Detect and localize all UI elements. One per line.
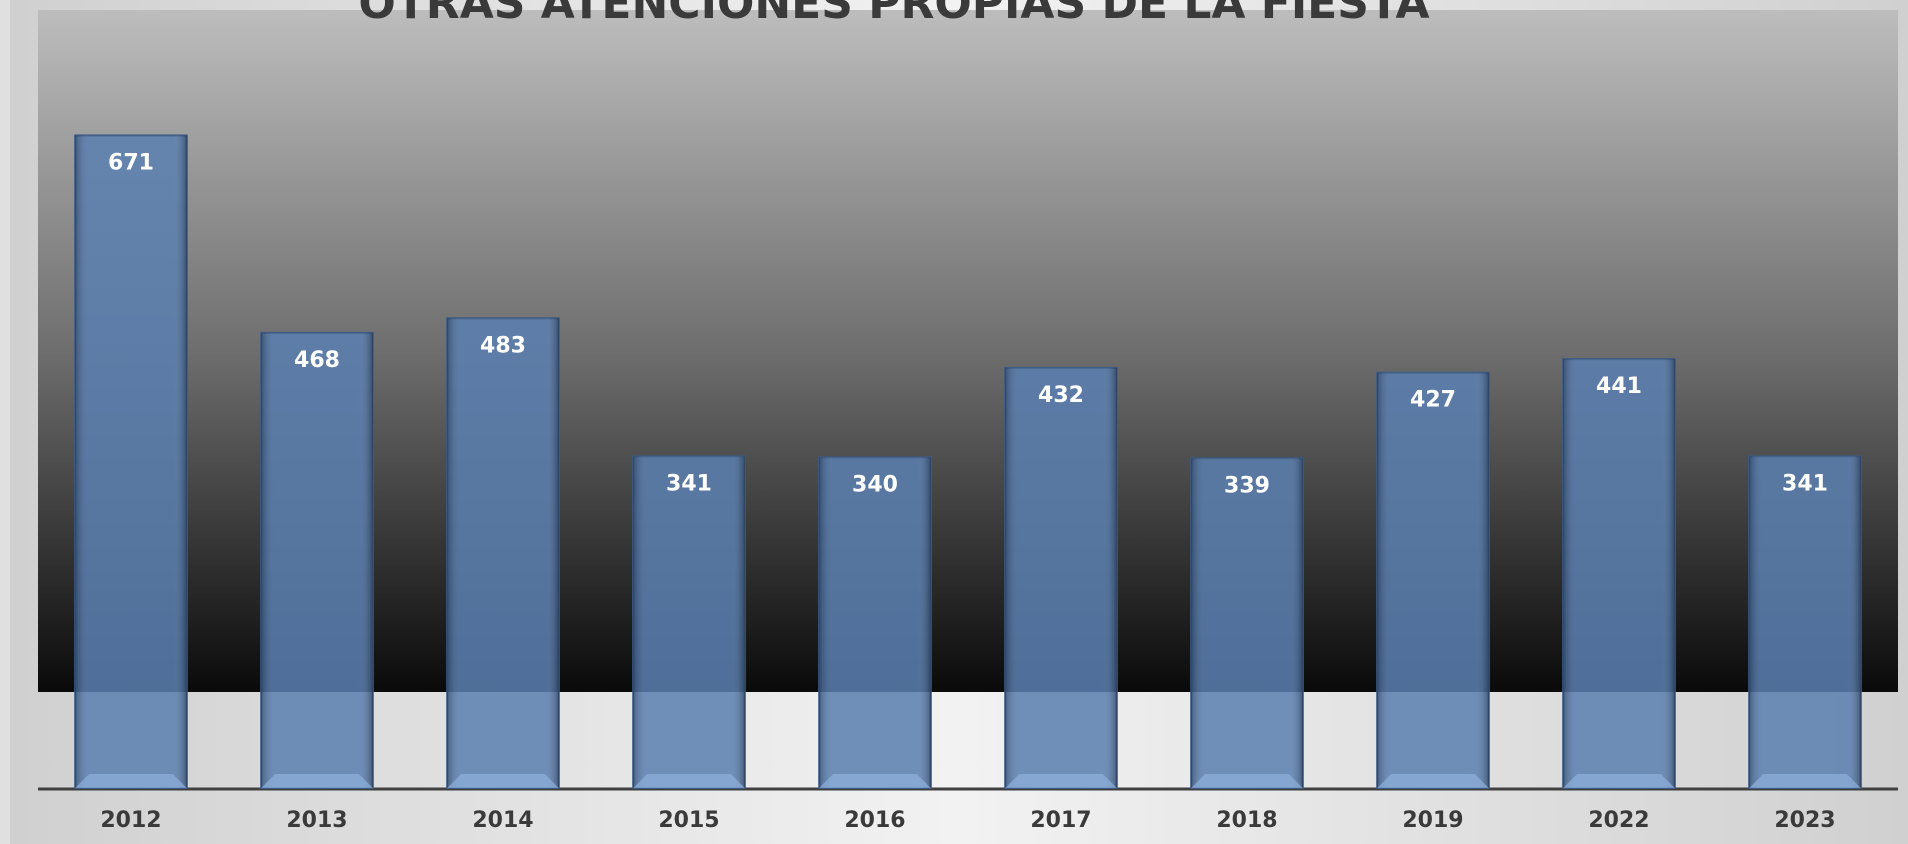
bar-shade [819, 457, 931, 788]
bar-bevel [447, 774, 559, 788]
bar-bevel [1191, 774, 1303, 788]
bar-bevel [1005, 774, 1117, 788]
bar-shade [1191, 458, 1303, 788]
bar-shade [1563, 359, 1675, 788]
bar-bevel [1749, 774, 1861, 788]
bar-shade [447, 318, 559, 788]
x-tick-label: 2022 [1588, 808, 1649, 833]
x-tick-label: 2015 [658, 808, 719, 833]
bar-bevel [633, 774, 745, 788]
chart-title: OTRAS ATENCIONES PROPIAS DE LA FIESTA [358, 0, 1429, 29]
x-tick-label: 2023 [1774, 808, 1835, 833]
data-label: 671 [108, 150, 154, 175]
bar-shade [1377, 372, 1489, 788]
x-tick-label: 2018 [1216, 808, 1277, 833]
x-tick-label: 2017 [1030, 808, 1091, 833]
data-label: 339 [1224, 473, 1270, 498]
bar-bevel [1563, 774, 1675, 788]
data-label: 432 [1038, 383, 1084, 408]
bar-shade [633, 456, 745, 788]
bar-bevel [75, 774, 187, 788]
x-tick-label: 2013 [286, 808, 347, 833]
data-label: 483 [480, 333, 526, 358]
bar-bevel [261, 774, 373, 788]
bar-shade [75, 135, 187, 788]
bar-shade [1749, 456, 1861, 788]
bar-bevel [819, 774, 931, 788]
x-tick-label: 2012 [100, 808, 161, 833]
data-label: 468 [294, 348, 340, 373]
data-label: 427 [1410, 388, 1456, 413]
x-tick-label: 2019 [1402, 808, 1463, 833]
data-label: 341 [1782, 471, 1828, 496]
bar-shade [261, 332, 373, 788]
bar-shade [1005, 367, 1117, 788]
x-tick-label: 2016 [844, 808, 905, 833]
data-label: 441 [1596, 374, 1642, 399]
x-tick-label: 2014 [472, 808, 533, 833]
bar-bevel [1377, 774, 1489, 788]
data-label: 340 [852, 472, 898, 497]
data-label: 341 [666, 471, 712, 496]
